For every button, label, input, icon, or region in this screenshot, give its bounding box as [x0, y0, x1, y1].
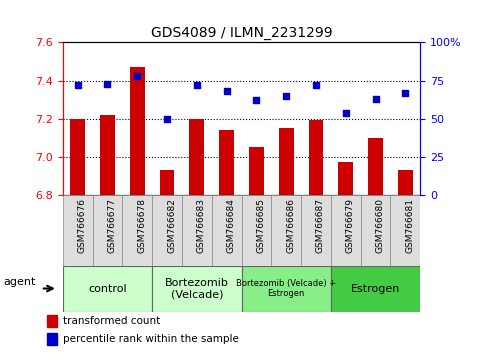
FancyBboxPatch shape	[122, 195, 152, 266]
Bar	[47, 333, 57, 345]
Text: GSM766677: GSM766677	[108, 198, 116, 253]
FancyBboxPatch shape	[63, 266, 152, 312]
Point	[253, 97, 260, 103]
Text: GSM766685: GSM766685	[256, 198, 265, 253]
Text: agent: agent	[3, 276, 36, 287]
Bar	[249, 147, 264, 195]
Bar	[279, 128, 294, 195]
Bar	[309, 120, 324, 195]
Point	[74, 82, 82, 88]
Bar	[47, 315, 57, 327]
Text: GSM766681: GSM766681	[405, 198, 414, 253]
Text: control: control	[88, 284, 127, 293]
FancyBboxPatch shape	[390, 195, 420, 266]
FancyBboxPatch shape	[331, 195, 361, 266]
FancyBboxPatch shape	[93, 195, 122, 266]
Text: Bortezomib
(Velcade): Bortezomib (Velcade)	[165, 278, 229, 299]
Text: Estrogen: Estrogen	[351, 284, 400, 293]
Bar	[189, 119, 204, 195]
FancyBboxPatch shape	[152, 266, 242, 312]
Point	[193, 82, 201, 88]
Point	[223, 88, 230, 94]
FancyBboxPatch shape	[152, 195, 182, 266]
Text: GSM766687: GSM766687	[316, 198, 325, 253]
FancyBboxPatch shape	[242, 195, 271, 266]
Text: GSM766686: GSM766686	[286, 198, 295, 253]
Text: GSM766679: GSM766679	[346, 198, 355, 253]
Point	[133, 73, 141, 79]
Text: GSM766682: GSM766682	[167, 198, 176, 253]
FancyBboxPatch shape	[271, 195, 301, 266]
Bar	[70, 119, 85, 195]
FancyBboxPatch shape	[331, 266, 420, 312]
Bar	[159, 170, 174, 195]
FancyBboxPatch shape	[63, 195, 93, 266]
Text: GSM766684: GSM766684	[227, 198, 236, 253]
Title: GDS4089 / ILMN_2231299: GDS4089 / ILMN_2231299	[151, 26, 332, 40]
FancyBboxPatch shape	[182, 195, 212, 266]
Point	[104, 81, 112, 86]
Text: GSM766678: GSM766678	[137, 198, 146, 253]
Point	[282, 93, 290, 98]
Text: percentile rank within the sample: percentile rank within the sample	[63, 334, 239, 344]
Point	[372, 96, 380, 102]
FancyBboxPatch shape	[301, 195, 331, 266]
Bar	[130, 67, 145, 195]
Bar	[398, 170, 413, 195]
Point	[401, 90, 409, 96]
Point	[312, 82, 320, 88]
Bar	[338, 162, 353, 195]
Text: GSM766680: GSM766680	[376, 198, 384, 253]
Text: GSM766676: GSM766676	[78, 198, 86, 253]
Bar	[368, 138, 383, 195]
Text: Bortezomib (Velcade) +
Estrogen: Bortezomib (Velcade) + Estrogen	[236, 279, 336, 298]
Point	[163, 116, 171, 121]
FancyBboxPatch shape	[212, 195, 242, 266]
Text: GSM766683: GSM766683	[197, 198, 206, 253]
Point	[342, 110, 350, 115]
Bar	[100, 115, 115, 195]
Text: transformed count: transformed count	[63, 316, 160, 326]
FancyBboxPatch shape	[361, 195, 390, 266]
FancyBboxPatch shape	[242, 266, 331, 312]
Bar	[219, 130, 234, 195]
